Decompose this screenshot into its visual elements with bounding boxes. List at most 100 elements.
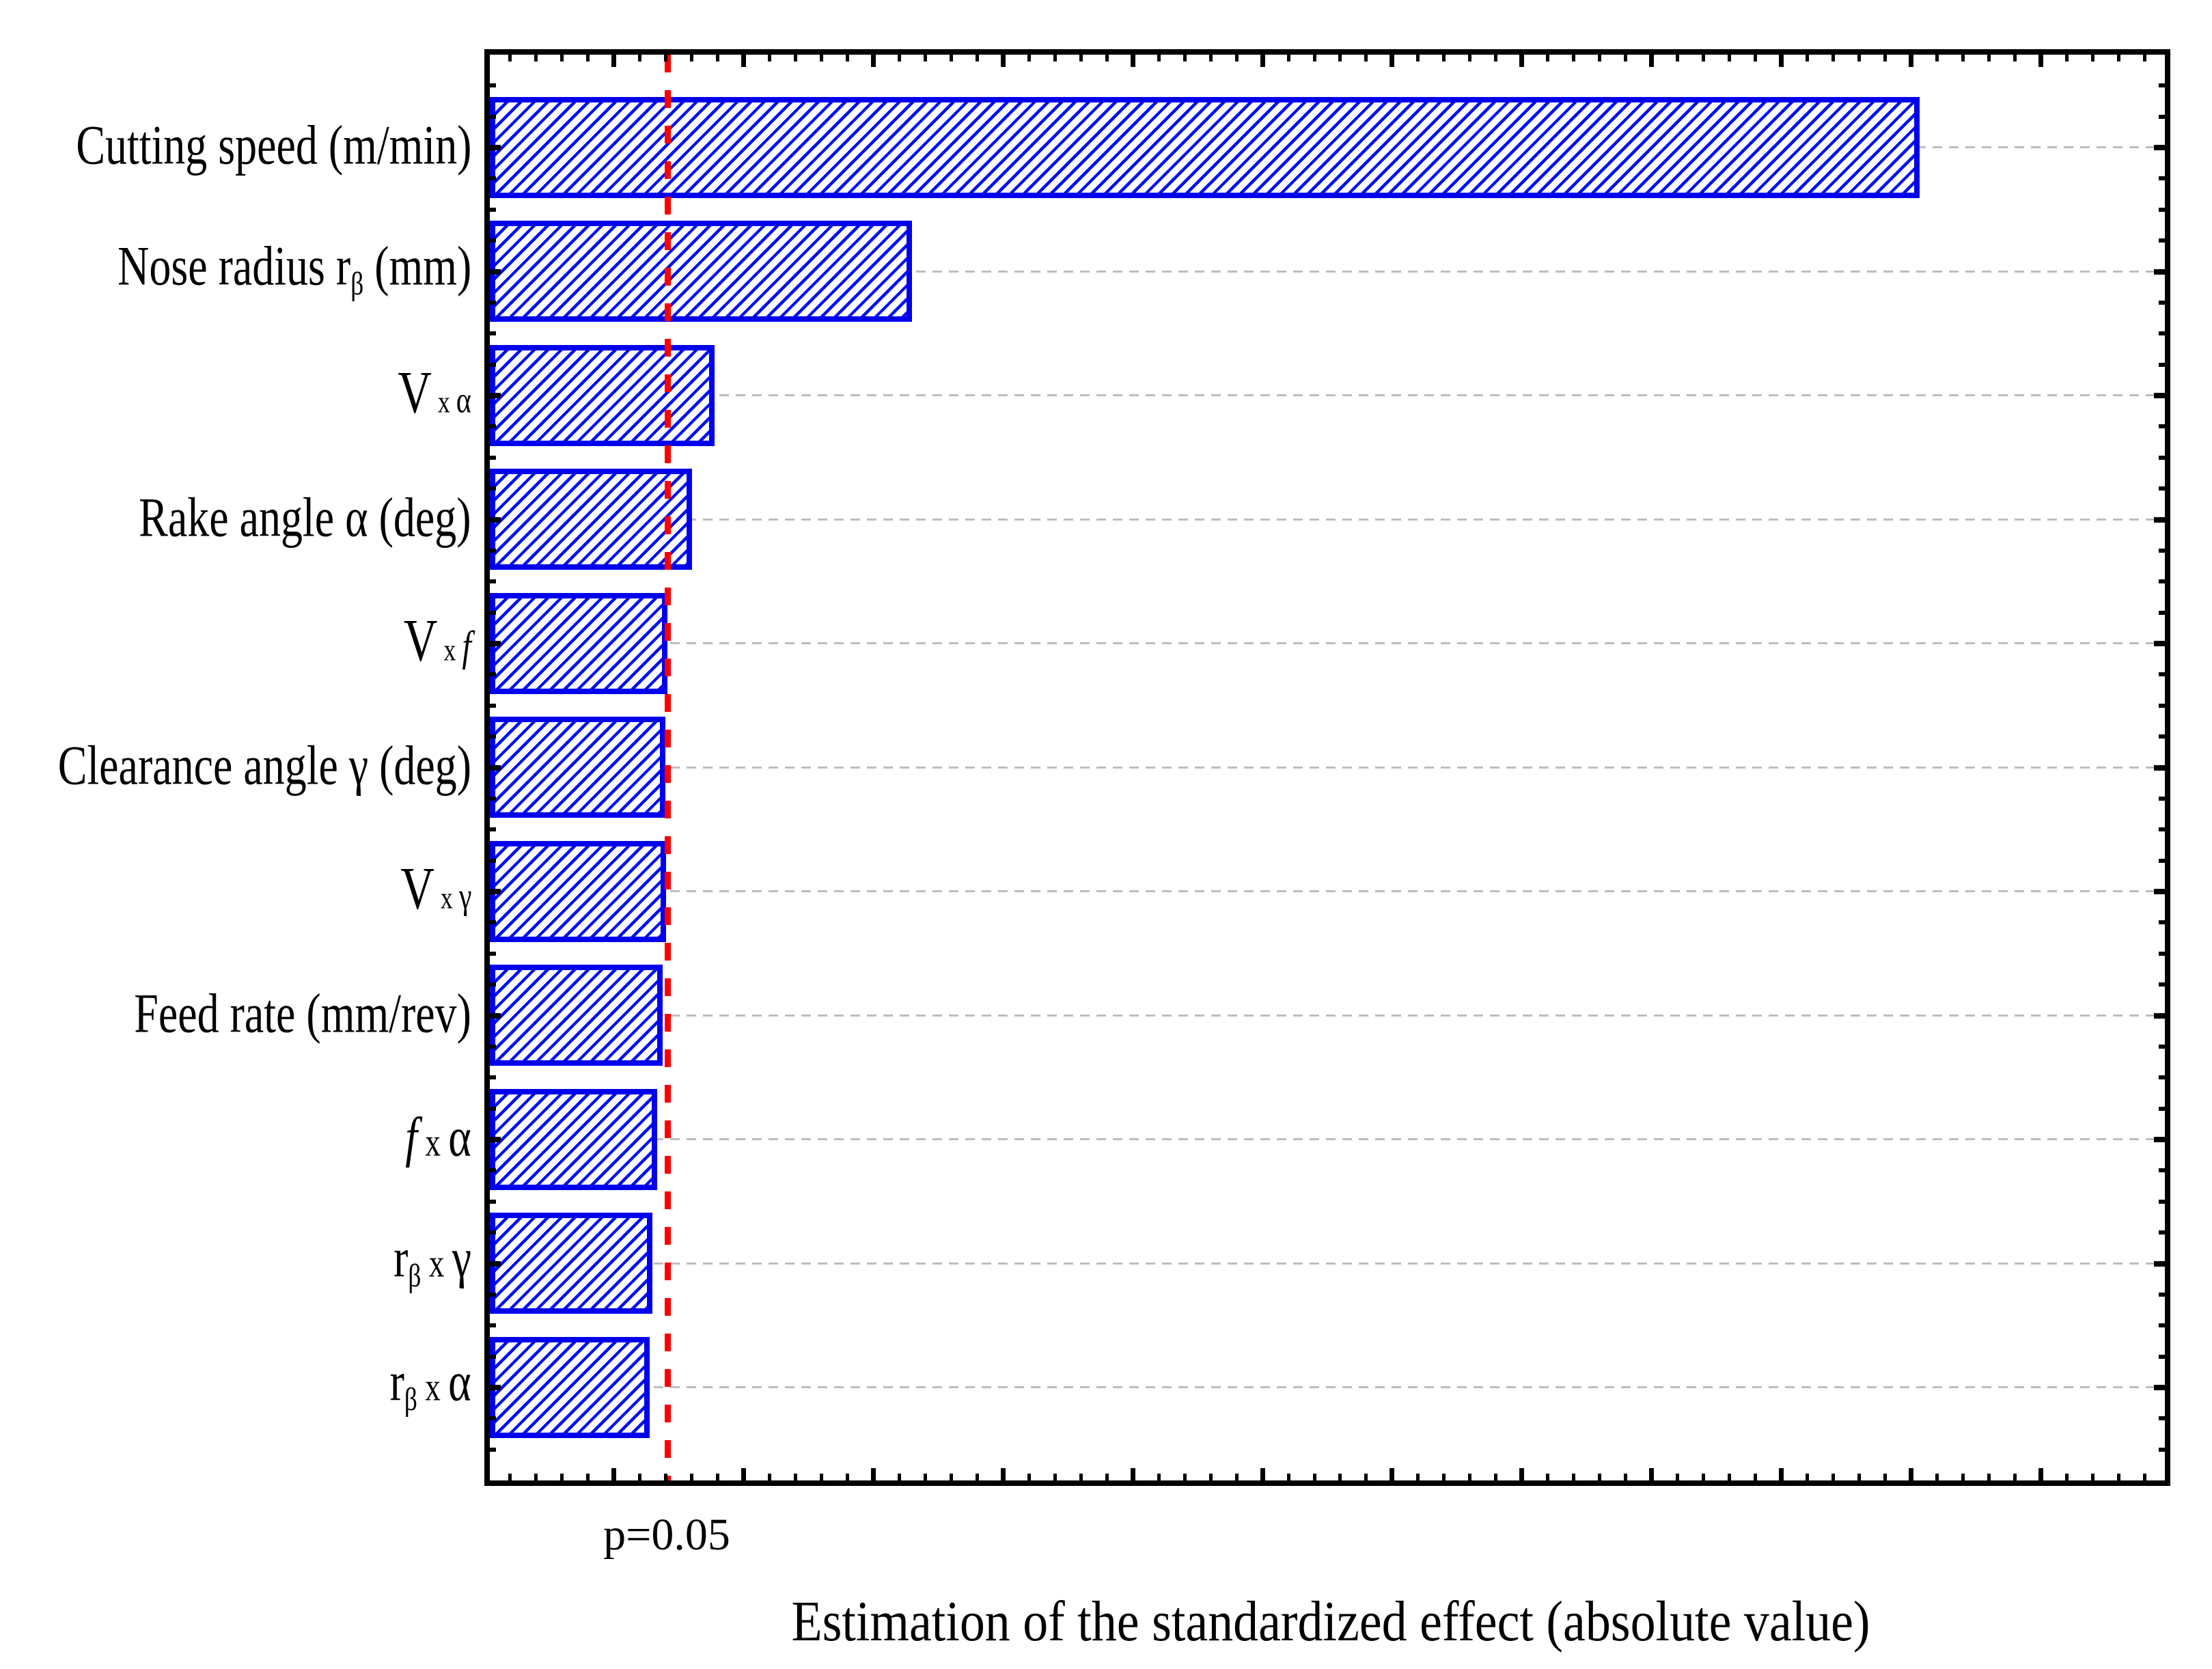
category-label-v-x-f: V x f xyxy=(404,611,471,671)
x-minor-tick-top xyxy=(1831,55,1835,61)
category-label-rake-angle-deg: Rake angle α (deg) xyxy=(139,489,471,545)
x-minor-tick-bottom xyxy=(820,1474,824,1480)
bar-row xyxy=(490,210,2165,334)
category-label-segment: r xyxy=(389,1350,405,1413)
y-minor-tick-right xyxy=(2159,920,2165,925)
x-minor-tick-top xyxy=(975,55,979,61)
y-category-tick-left xyxy=(490,1385,501,1390)
bar-feed-rate-mm-rev xyxy=(490,965,663,1066)
x-minor-tick-bottom xyxy=(508,1474,512,1480)
x-minor-tick-top xyxy=(820,55,824,61)
x-minor-tick-bottom xyxy=(1364,1474,1368,1480)
x-minor-tick-top xyxy=(768,55,772,61)
x-minor-tick-bottom xyxy=(1416,1474,1420,1480)
x-minor-tick-bottom xyxy=(638,1474,642,1480)
x-minor-tick-bottom xyxy=(923,1474,927,1480)
x-minor-tick-top xyxy=(1883,55,1887,61)
x-minor-tick-top xyxy=(1624,55,1628,61)
x-minor-tick-top xyxy=(1572,55,1576,61)
category-label-v-x: V x γ xyxy=(400,859,471,919)
x-minor-tick-top xyxy=(1312,55,1316,61)
x-minor-tick-bottom xyxy=(2116,1474,2120,1480)
y-minor-tick-left xyxy=(490,579,496,584)
x-minor-tick-bottom xyxy=(1468,1474,1472,1480)
category-label-r-x: rβ x α xyxy=(389,1350,471,1416)
y-minor-tick-right xyxy=(2159,362,2165,367)
x-major-tick-bottom xyxy=(1000,1468,1006,1480)
bar-rake-angle-deg xyxy=(490,469,692,570)
x-minor-tick-bottom xyxy=(1338,1474,1342,1480)
y-minor-tick-right xyxy=(2159,176,2165,181)
y-minor-tick-left xyxy=(490,176,496,181)
x-minor-tick-top xyxy=(2142,55,2146,61)
bar-f-x xyxy=(490,1088,657,1190)
x-minor-tick-top xyxy=(1935,55,1939,61)
x-minor-tick-top xyxy=(2013,55,2017,61)
x-minor-tick-bottom xyxy=(846,1474,850,1480)
x-major-tick-bottom xyxy=(871,1468,876,1480)
y-minor-tick-left xyxy=(490,1106,496,1111)
category-label-segment: x xyxy=(417,1364,449,1409)
x-minor-tick-top xyxy=(1105,55,1109,61)
category-label-segment: Clearance angle γ (deg) xyxy=(57,734,471,797)
y-minor-tick-left xyxy=(490,1416,496,1421)
bar-row xyxy=(490,458,2165,582)
bar-r-x xyxy=(490,1213,653,1314)
y-category-tick-right xyxy=(2154,764,2165,771)
x-minor-tick-top xyxy=(664,55,668,61)
x-minor-tick-top xyxy=(1157,55,1161,61)
x-major-tick-top xyxy=(1260,55,1265,67)
x-minor-tick-bottom xyxy=(794,1474,798,1480)
x-minor-tick-bottom xyxy=(1702,1474,1706,1480)
x-minor-tick-top xyxy=(1364,55,1368,61)
gridline xyxy=(490,1014,2165,1017)
x-major-tick-top xyxy=(611,55,617,67)
x-major-tick-bottom xyxy=(1908,1468,1913,1480)
y-minor-tick-right xyxy=(2159,796,2165,801)
y-minor-tick-left xyxy=(490,300,496,305)
y-minor-tick-right xyxy=(2159,1292,2165,1297)
x-minor-tick-top xyxy=(1416,55,1420,61)
x-major-tick-top xyxy=(741,55,747,67)
bar-row xyxy=(490,85,2165,210)
x-minor-tick-bottom xyxy=(949,1474,953,1480)
category-label-cutting-speed-m-min: Cutting speed (m/min) xyxy=(76,117,471,174)
x-major-tick-top xyxy=(1000,55,1006,67)
y-minor-tick-right xyxy=(2159,1075,2165,1080)
y-minor-tick-left xyxy=(490,207,496,212)
bar-row xyxy=(490,333,2165,458)
x-minor-tick-top xyxy=(716,55,720,61)
x-minor-tick-bottom xyxy=(1183,1474,1187,1480)
x-major-tick-bottom xyxy=(611,1468,617,1480)
x-minor-tick-bottom xyxy=(2142,1474,2146,1480)
x-minor-tick-top xyxy=(586,55,590,61)
x-minor-tick-top xyxy=(1546,55,1550,61)
y-minor-tick-left xyxy=(490,548,496,553)
bar-row xyxy=(490,1202,2165,1326)
y-minor-tick-left xyxy=(490,734,496,739)
y-minor-tick-left xyxy=(490,796,496,801)
bar-cutting-speed-m-min xyxy=(490,96,1920,198)
x-minor-tick-bottom xyxy=(975,1474,979,1480)
x-major-tick-top xyxy=(1778,55,1784,67)
category-label-segment: Rake angle α (deg) xyxy=(139,486,471,549)
y-minor-tick-right xyxy=(2159,300,2165,305)
y-category-tick-right xyxy=(2154,1137,2165,1142)
category-label-segment: x xyxy=(437,632,462,667)
x-major-tick-bottom xyxy=(2038,1468,2043,1480)
y-minor-tick-left xyxy=(490,920,496,925)
bar-row xyxy=(490,1077,2165,1202)
x-minor-tick-bottom xyxy=(2064,1474,2069,1480)
x-minor-tick-top xyxy=(508,55,512,61)
x-minor-tick-top xyxy=(1702,55,1706,61)
y-minor-tick-left xyxy=(490,362,496,367)
x-minor-tick-top xyxy=(1079,55,1083,61)
y-minor-tick-right xyxy=(2159,1323,2165,1328)
category-label-segment: r xyxy=(393,1226,409,1289)
gridline xyxy=(490,1262,2165,1265)
bar-r-x xyxy=(490,1336,650,1438)
y-minor-tick-right xyxy=(2159,486,2165,491)
x-minor-tick-bottom xyxy=(1208,1474,1213,1480)
x-major-tick-top xyxy=(1649,55,1655,67)
x-major-tick-bottom xyxy=(1649,1468,1655,1480)
